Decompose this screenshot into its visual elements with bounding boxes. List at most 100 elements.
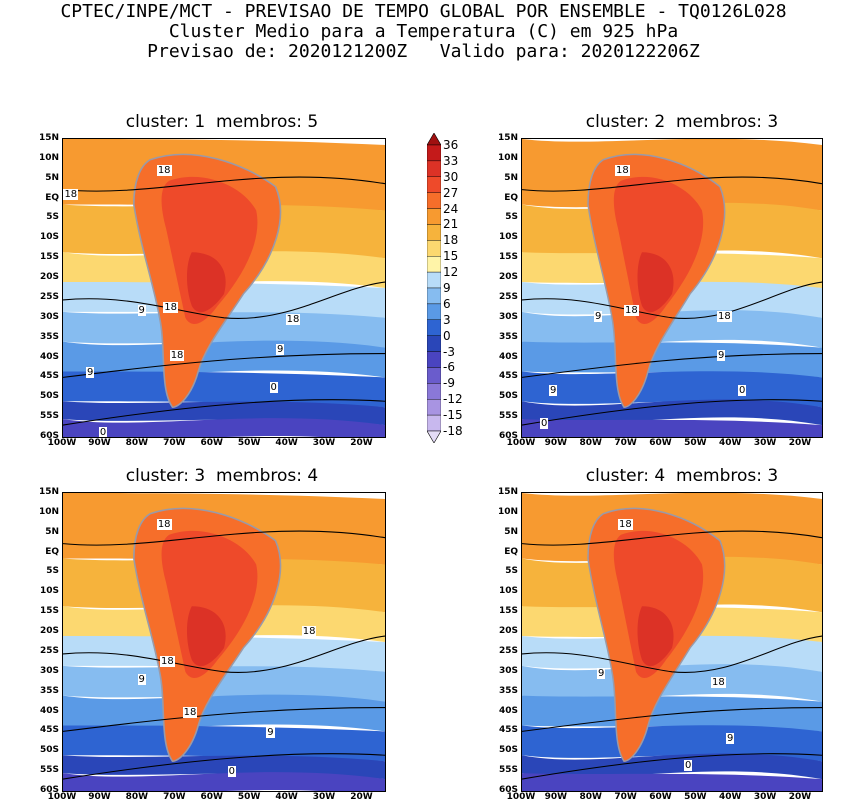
lat-tick-label: 15S <box>39 606 59 617</box>
continent-shading <box>613 530 704 679</box>
lat-tick-label: 50S <box>498 391 518 402</box>
lon-tick-label: 80W <box>579 438 602 448</box>
lat-tick-label: 60S <box>39 431 59 441</box>
contour-line <box>63 707 385 732</box>
contour-label: 18 <box>182 706 198 718</box>
lat-tick-label: 55S <box>39 411 59 422</box>
lat-tick-label: 15S <box>39 252 59 263</box>
lat-tick-label: 5N <box>504 172 518 183</box>
temperature-band <box>522 371 822 408</box>
lat-tick-label: 15S <box>498 252 518 263</box>
lon-tick-label: 80W <box>579 792 602 802</box>
colorbar-tick-label: -18 <box>443 424 463 438</box>
map-panel-3: 18 18 18 18 9 9 0 <box>62 492 386 792</box>
temperature-band <box>522 753 822 780</box>
colorbar-tick-label: 15 <box>443 249 459 264</box>
contour-label: 0 <box>684 760 693 772</box>
panel-title-3: cluster: 3 membros: 4 <box>125 466 319 486</box>
colorbar <box>426 132 442 444</box>
lat-tick-label: 10S <box>39 232 59 243</box>
continent-shading <box>637 606 674 667</box>
colorbar-swatch <box>426 240 442 257</box>
lon-tick-label: 30W <box>312 792 336 802</box>
lon-tick-label: 30W <box>753 438 777 448</box>
contour-line <box>63 399 385 426</box>
lon-tick-label: 50W <box>237 792 261 802</box>
lat-tick-label: 60S <box>39 785 59 795</box>
lat-tick-label: 35S <box>498 685 518 696</box>
lat-tick-label: 35S <box>39 685 59 696</box>
lon-tick-label: 70W <box>163 792 186 802</box>
lat-tick-label: 15N <box>38 133 59 143</box>
lat-tick-label: 10N <box>38 152 59 163</box>
lat-tick-label: 45S <box>39 725 59 736</box>
contour-label: 18 <box>301 626 317 638</box>
temperature-band <box>522 419 822 437</box>
lat-tick-label: 45S <box>498 371 518 382</box>
lat-tick-label: 40S <box>39 351 59 362</box>
lat-tick-label: 20S <box>498 626 518 637</box>
map-panel-4: 18 18 9 9 0 <box>521 492 823 792</box>
colorbar-tick-label: -15 <box>443 408 463 423</box>
contour-label: 0 <box>738 385 747 397</box>
lat-tick-label: 50S <box>39 745 59 756</box>
lon-tick-label: 60W <box>200 438 223 448</box>
lat-tick-label: 60S <box>498 785 518 795</box>
colorbar-swatch <box>426 208 442 225</box>
lon-tick-label: 40W <box>719 792 742 802</box>
temperature-band <box>522 773 822 791</box>
contour-label: 9 <box>85 367 95 379</box>
colorbar-swatch <box>426 287 442 305</box>
colorbar-swatch <box>426 367 442 384</box>
lon-tick-label: 90W <box>544 792 568 802</box>
colorbar-swatch <box>426 399 442 416</box>
lat-tick-label: 10S <box>498 586 518 597</box>
subtitle-dates: Previsao de: 2020121200Z Valido para: 20… <box>147 41 700 62</box>
lat-tick-label: 10N <box>497 152 518 163</box>
lon-tick-label: 90W <box>88 792 111 802</box>
contour-label: 18 <box>615 164 630 176</box>
colorbar-tick-label: 3 <box>443 312 451 327</box>
temperature-band <box>522 399 822 426</box>
lat-tick-label: 20S <box>39 626 59 637</box>
lon-tick-label: 30W <box>312 438 336 448</box>
colorbar-tick-label: -12 <box>443 392 463 407</box>
contour-label: 9 <box>549 385 558 397</box>
continent-shading <box>637 252 674 313</box>
lat-tick-label: 20S <box>39 272 59 283</box>
contour-label: 0 <box>540 418 549 430</box>
lat-tick-label: 35S <box>498 331 518 342</box>
lat-tick-label: 5N <box>45 172 59 183</box>
contour-line <box>63 753 385 780</box>
lon-tick-label: 70W <box>614 438 637 448</box>
contour-line <box>522 399 822 426</box>
lat-tick-label: EQ <box>504 192 518 203</box>
lon-tick-label: 50W <box>684 792 707 802</box>
contour-line <box>63 176 385 192</box>
contour-label: 9 <box>597 667 606 679</box>
contour-label: 0 <box>269 382 278 394</box>
colorbar-swatch <box>426 144 442 162</box>
contour-label: 18 <box>285 313 301 325</box>
continent-shading <box>186 606 226 667</box>
map-panel-1: 18 18 18 18 18 9 9 9 0 0 <box>62 138 386 438</box>
lat-tick-label: EQ <box>504 546 518 557</box>
lat-tick-label: 15S <box>498 606 518 617</box>
lat-tick-label: 20S <box>498 272 518 283</box>
contour-line <box>63 353 385 378</box>
contour-label: 9 <box>717 349 726 361</box>
contour-label: 18 <box>156 518 172 530</box>
contour-line <box>522 281 822 319</box>
lat-tick-label: 30S <box>498 665 518 676</box>
colorbar-swatch <box>426 414 442 432</box>
contour-label: 18 <box>160 655 175 667</box>
lon-tick-label: 60W <box>200 792 223 802</box>
colorbar-top-arrow <box>426 132 442 146</box>
contour-line <box>522 635 822 673</box>
panel-title-4: cluster: 4 membros: 3 <box>585 466 779 486</box>
colorbar-tick-label: 36 <box>443 138 459 152</box>
colorbar-tick-label: 9 <box>443 281 451 295</box>
lat-tick-label: 25S <box>39 645 59 656</box>
lat-tick-label: 25S <box>498 291 518 302</box>
colorbar-tick-label: 24 <box>443 201 459 216</box>
